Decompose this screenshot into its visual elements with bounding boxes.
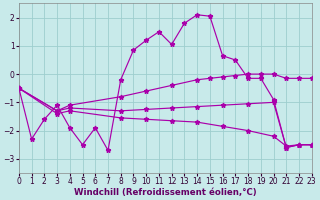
X-axis label: Windchill (Refroidissement éolien,°C): Windchill (Refroidissement éolien,°C)	[74, 188, 257, 197]
